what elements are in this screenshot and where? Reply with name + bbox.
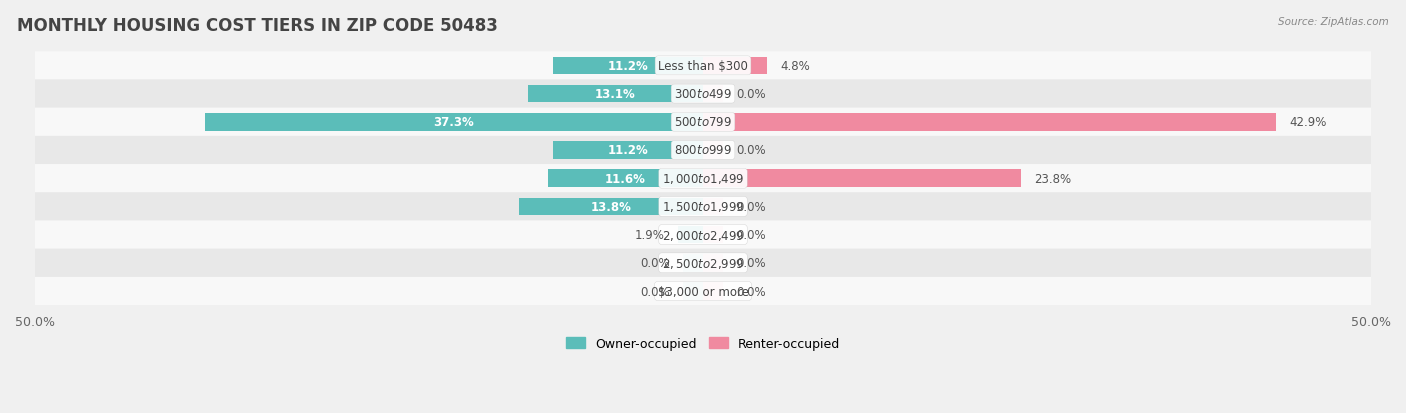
Text: 0.0%: 0.0% (737, 257, 766, 270)
Bar (205, 114, 703, 131)
Text: Source: ZipAtlas.com: Source: ZipAtlas.com (1278, 17, 1389, 26)
Bar (554, 142, 703, 159)
Text: 11.6%: 11.6% (605, 172, 645, 185)
FancyBboxPatch shape (35, 249, 1371, 277)
FancyBboxPatch shape (35, 137, 1371, 165)
Text: 1.9%: 1.9% (634, 228, 664, 242)
Bar (703, 57, 768, 75)
Bar (703, 254, 723, 272)
Bar (703, 282, 723, 300)
Text: 37.3%: 37.3% (433, 116, 474, 129)
Text: 0.0%: 0.0% (640, 257, 669, 270)
Bar (548, 170, 703, 188)
Bar (703, 226, 723, 244)
Text: 0.0%: 0.0% (737, 228, 766, 242)
Text: $1,500 to $1,999: $1,500 to $1,999 (662, 200, 744, 214)
Bar (703, 170, 1021, 188)
FancyBboxPatch shape (35, 277, 1371, 305)
Bar (703, 114, 1277, 131)
FancyBboxPatch shape (35, 165, 1371, 193)
Text: 0.0%: 0.0% (640, 285, 669, 298)
Text: 11.2%: 11.2% (607, 60, 648, 73)
Text: 11.2%: 11.2% (607, 144, 648, 157)
Text: 0.0%: 0.0% (737, 200, 766, 214)
Bar (703, 85, 723, 103)
Bar (683, 282, 703, 300)
Bar (519, 198, 703, 216)
Text: 23.8%: 23.8% (1035, 172, 1071, 185)
Bar (683, 254, 703, 272)
Text: $3,000 or more: $3,000 or more (658, 285, 748, 298)
Text: 0.0%: 0.0% (737, 285, 766, 298)
Text: $500 to $799: $500 to $799 (673, 116, 733, 129)
Text: 42.9%: 42.9% (1289, 116, 1327, 129)
FancyBboxPatch shape (35, 80, 1371, 109)
Text: 4.8%: 4.8% (780, 60, 810, 73)
Text: 13.1%: 13.1% (595, 88, 636, 101)
FancyBboxPatch shape (35, 109, 1371, 137)
FancyBboxPatch shape (35, 221, 1371, 249)
Text: $2,500 to $2,999: $2,500 to $2,999 (662, 256, 744, 270)
Text: 0.0%: 0.0% (737, 144, 766, 157)
Bar (529, 85, 703, 103)
FancyBboxPatch shape (35, 52, 1371, 80)
Text: Less than $300: Less than $300 (658, 60, 748, 73)
Bar (554, 57, 703, 75)
FancyBboxPatch shape (35, 193, 1371, 221)
Legend: Owner-occupied, Renter-occupied: Owner-occupied, Renter-occupied (561, 332, 845, 355)
Text: 0.0%: 0.0% (737, 88, 766, 101)
Bar (703, 198, 723, 216)
Text: $800 to $999: $800 to $999 (673, 144, 733, 157)
Text: $1,000 to $1,499: $1,000 to $1,499 (662, 172, 744, 186)
Text: 13.8%: 13.8% (591, 200, 631, 214)
Text: $2,000 to $2,499: $2,000 to $2,499 (662, 228, 744, 242)
Text: MONTHLY HOUSING COST TIERS IN ZIP CODE 50483: MONTHLY HOUSING COST TIERS IN ZIP CODE 5… (17, 17, 498, 34)
Bar (703, 142, 723, 159)
Text: $300 to $499: $300 to $499 (673, 88, 733, 101)
Bar (678, 226, 703, 244)
